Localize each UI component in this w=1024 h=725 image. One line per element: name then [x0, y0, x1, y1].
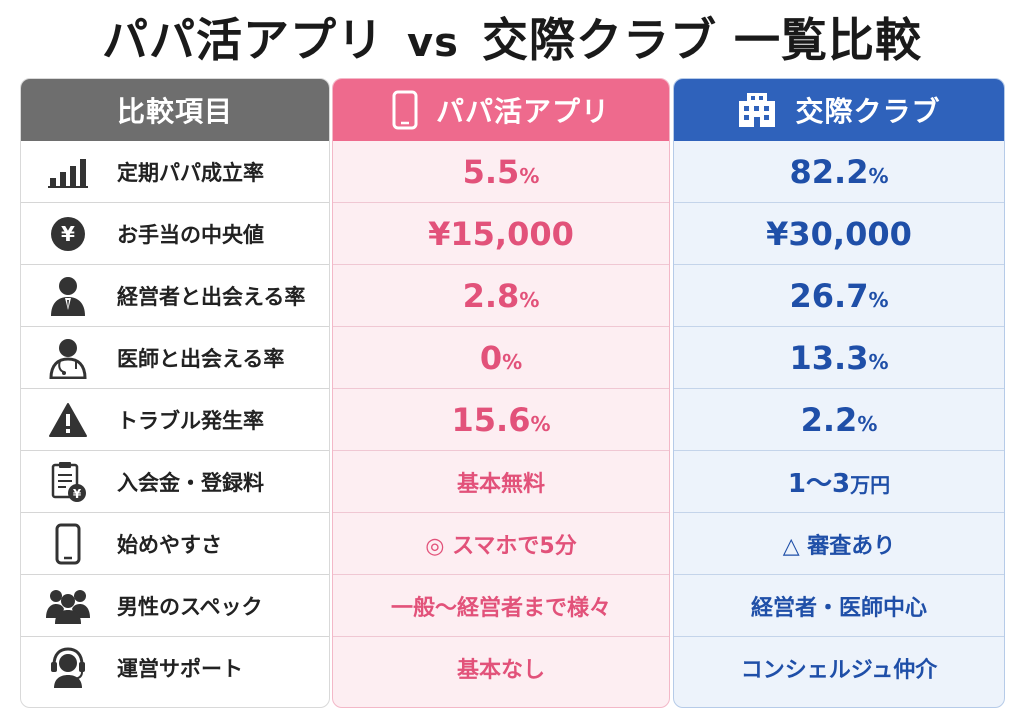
app-cell: 2.8% [333, 265, 669, 327]
club-cell: 1〜3万円 [674, 451, 1004, 513]
item-label: 医師と出会える率 [117, 346, 285, 371]
club-header-label: 交際クラブ [795, 95, 941, 128]
doctor-icon [41, 337, 95, 379]
club-cell: △ 審査あり [674, 513, 1004, 575]
app-header-label: パパ活アプリ [435, 95, 610, 128]
title-part1: パパ活アプリ [102, 13, 385, 67]
app-cell: 一般〜経営者まで様々 [333, 575, 669, 637]
page-title: パパ活アプリ vs 交際クラブ 一覧比較 [0, 4, 1024, 70]
item-row: 始めやすさ [21, 513, 329, 575]
app-cell: ◎ スマホで5分 [333, 513, 669, 575]
value-text: 基本なし [456, 658, 545, 683]
item-label: 運営サポート [117, 657, 243, 681]
value-text: 経営者・医師中心 [750, 595, 927, 621]
svg-text:¥: ¥ [73, 487, 82, 501]
unit: % [868, 287, 889, 312]
value-text: ◎ スマホで5分 [425, 533, 577, 559]
club-header: 交際クラブ [674, 79, 1004, 141]
value-text: △ 審査あり [782, 533, 896, 559]
warning-icon [41, 402, 95, 438]
item-label: 男性のスペック [117, 594, 263, 619]
value: ¥15,000 [428, 214, 574, 253]
title-vs: vs [407, 20, 459, 66]
item-row: ¥ お手当の中央値 [21, 203, 329, 265]
app-cell: 5.5% [333, 141, 669, 203]
app-cell: 15.6% [333, 389, 669, 451]
value: 0 [479, 338, 503, 377]
club-cell: ¥30,000 [674, 203, 1004, 265]
unit: % [519, 287, 540, 312]
unit: % [868, 163, 889, 188]
items-header-label: 比較項目 [116, 95, 233, 128]
item-label: 入会金・登録料 [117, 470, 264, 495]
smartphone-icon [392, 90, 418, 130]
value-text: 基本無料 [456, 471, 545, 497]
value: 5.5 [462, 152, 520, 191]
item-label: 定期パパ成立率 [117, 160, 264, 185]
smartphone-icon [41, 523, 95, 565]
app-cell: ¥15,000 [333, 203, 669, 265]
item-row: 男性のスペック [21, 575, 329, 637]
item-label: 経営者と出会える率 [117, 284, 306, 309]
people-icon [41, 588, 95, 624]
yen-coin-icon: ¥ [41, 215, 95, 253]
unit: % [868, 349, 889, 374]
unit: % [502, 349, 523, 374]
unit: 万円 [850, 473, 891, 497]
item-row: 医師と出会える率 [21, 327, 329, 389]
businessman-icon [41, 275, 95, 317]
item-row: 経営者と出会える率 [21, 265, 329, 327]
title-part2: 交際クラブ 一覧比較 [481, 13, 922, 67]
app-cell: 0% [333, 327, 669, 389]
value: 82.2 [789, 152, 869, 191]
item-row: ¥ 入会金・登録料 [21, 451, 329, 513]
unit: % [519, 163, 540, 188]
club-cell: 経営者・医師中心 [674, 575, 1004, 637]
club-cell: コンシェルジュ仲介 [674, 637, 1004, 699]
bar-chart-icon [41, 156, 95, 188]
club-cell: 13.3% [674, 327, 1004, 389]
club-cell: 82.2% [674, 141, 1004, 203]
items-column: 比較項目 定期パパ成立率 ¥ お手当の中央値 経営者と出会える率 医師と出会える… [20, 78, 330, 708]
building-icon [737, 91, 777, 129]
item-label: 始めやすさ [117, 532, 222, 557]
app-column: パパ活アプリ 5.5% ¥15,000 2.8% 0% 15.6% 基本無料 ◎… [332, 78, 670, 708]
unit: % [530, 411, 551, 436]
item-row: 定期パパ成立率 [21, 141, 329, 203]
club-cell: 26.7% [674, 265, 1004, 327]
value: 2.8 [462, 276, 520, 315]
value: ¥30,000 [766, 214, 912, 253]
svg-text:¥: ¥ [61, 222, 75, 246]
unit: % [857, 411, 878, 436]
app-cell: 基本無料 [333, 451, 669, 513]
value: 1〜3 [787, 469, 851, 499]
value-text: 一般〜経営者まで様々 [390, 595, 611, 621]
club-column: 交際クラブ 82.2% ¥30,000 26.7% 13.3% 2.2% 1〜3… [673, 78, 1005, 708]
item-label: トラブル発生率 [117, 408, 264, 433]
value: 13.3 [789, 338, 869, 377]
invoice-yen-icon: ¥ [41, 461, 95, 503]
item-row: トラブル発生率 [21, 389, 329, 451]
value: 2.2 [800, 400, 858, 439]
app-cell: 基本なし [333, 637, 669, 699]
app-header: パパ活アプリ [333, 79, 669, 141]
value: 26.7 [789, 276, 869, 315]
item-row: 運営サポート [21, 637, 329, 699]
item-label: お手当の中央値 [117, 222, 264, 247]
value-text: コンシェルジュ仲介 [740, 658, 938, 683]
headset-support-icon [41, 647, 95, 689]
club-cell: 2.2% [674, 389, 1004, 451]
items-header: 比較項目 [21, 79, 329, 141]
value: 15.6 [451, 400, 531, 439]
